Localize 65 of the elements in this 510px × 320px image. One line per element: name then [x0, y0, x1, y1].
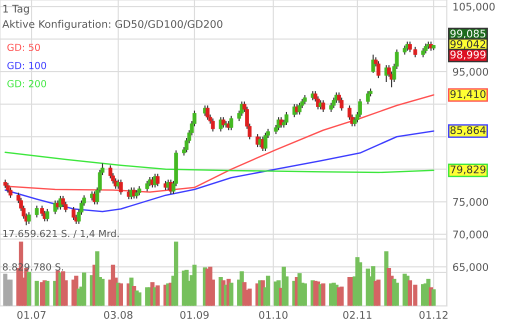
- bar: [45, 280, 50, 306]
- candlestick: [72, 206, 76, 221]
- candlestick: [302, 94, 307, 105]
- candlestick: [421, 48, 426, 58]
- x-tick-label: 01.10: [259, 310, 288, 319]
- candlestick: [371, 54, 376, 74]
- bar: [137, 292, 142, 306]
- candlestick: [8, 186, 12, 198]
- candlestick: [26, 212, 31, 224]
- y-tick-label: 95,000: [452, 68, 488, 77]
- bar: [302, 283, 307, 306]
- candlestick: [218, 116, 223, 132]
- candlestick: [376, 60, 380, 79]
- candlestick: [298, 102, 302, 116]
- annotation: 98,999: [450, 50, 486, 60]
- bar: [8, 280, 13, 306]
- y-tick-label: 70,000: [453, 230, 488, 240]
- candlestick: [34, 205, 39, 218]
- annotation: 91,410: [450, 90, 486, 100]
- chart-title: 1 Tag: [3, 4, 29, 15]
- candlestick: [284, 111, 288, 126]
- y-tick-label: 105,000: [453, 2, 495, 12]
- candlestick: [264, 132, 268, 152]
- annotation: 99,085: [450, 30, 486, 39]
- bar: [340, 286, 344, 306]
- bar: [174, 242, 178, 306]
- bar: [100, 278, 105, 306]
- candlestick: [206, 104, 210, 120]
- candlestick: [61, 195, 65, 208]
- bar: [26, 272, 32, 306]
- bar: [376, 280, 381, 306]
- candlestick: [45, 208, 50, 222]
- candlestick: [221, 116, 226, 128]
- bar: [432, 289, 436, 306]
- bar: [82, 272, 86, 306]
- text: GD: 50: [7, 44, 40, 52]
- candlestick: [210, 118, 215, 132]
- line-series: [4, 152, 434, 174]
- y-tick-label: 75,000: [453, 198, 488, 207]
- text: Aktive Konfiguration: GD50/GD100/GD200: [2, 20, 222, 30]
- text: GD: 100: [7, 62, 46, 70]
- bar: [266, 276, 270, 306]
- x-tick-label: 01.12: [419, 310, 448, 319]
- x-tick-label: 01.09: [180, 310, 209, 319]
- x-tick-label: 03.08: [104, 310, 132, 319]
- bar: [192, 264, 197, 306]
- bar: [229, 282, 234, 306]
- candlestick: [424, 43, 428, 54]
- x-tick-label: 02.11: [343, 310, 372, 319]
- text: GD: 200: [7, 80, 46, 88]
- candlestick: [156, 173, 160, 187]
- candlestick: [145, 180, 150, 192]
- y-tick-label: 65,000: [453, 263, 488, 272]
- candlestick: [137, 186, 142, 196]
- candlestick: [402, 45, 407, 56]
- candlestick: [229, 115, 234, 131]
- bar: [394, 282, 399, 306]
- annotation: 79,829: [450, 165, 486, 174]
- candlestick: [366, 90, 370, 105]
- annotation: 99,042: [450, 40, 486, 50]
- bar: [118, 283, 123, 306]
- x-tick-label: 01.07: [17, 310, 46, 319]
- ref-line-label: 17.659.621 S. / 1,4 Mrd.: [3, 230, 119, 238]
- bar: [34, 280, 39, 306]
- annotation: 85,864: [450, 126, 486, 136]
